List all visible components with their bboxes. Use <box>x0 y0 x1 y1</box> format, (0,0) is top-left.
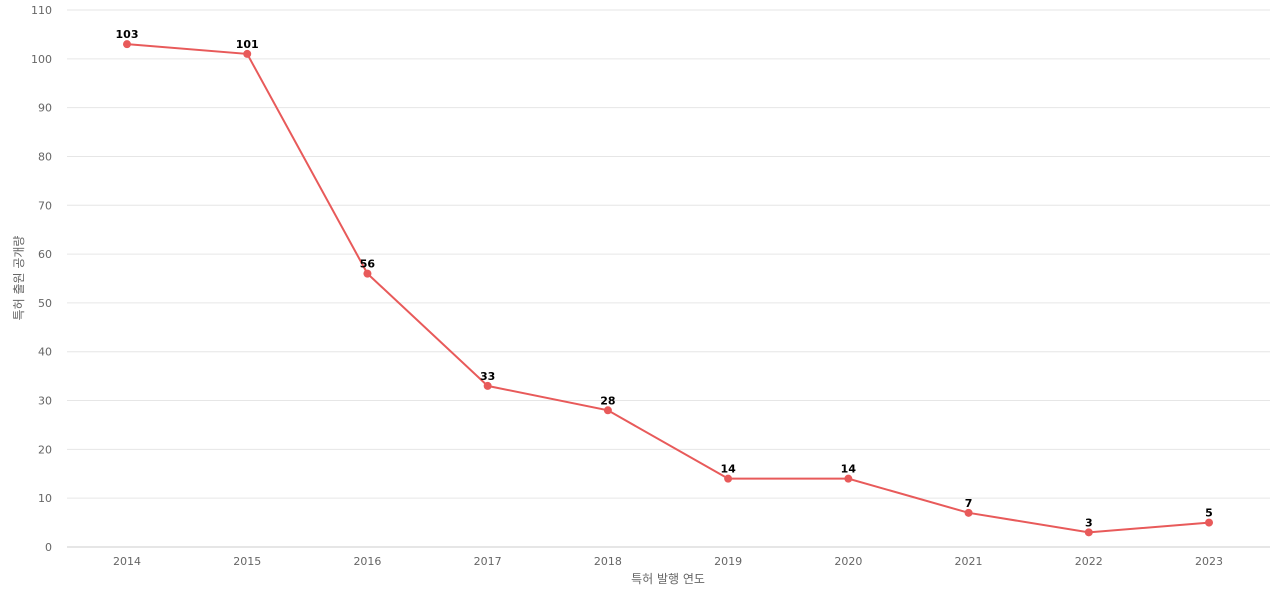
y-tick-label: 0 <box>45 541 52 554</box>
y-tick-label: 20 <box>38 443 52 456</box>
data-points <box>123 40 1213 537</box>
x-tick-label: 2023 <box>1195 555 1223 568</box>
data-label: 101 <box>236 38 259 51</box>
data-label: 14 <box>841 463 857 476</box>
data-point <box>603 406 612 415</box>
data-point <box>964 508 973 517</box>
data-point <box>724 474 733 483</box>
y-tick-label: 80 <box>38 150 52 163</box>
x-tick-label: 2018 <box>594 555 622 568</box>
x-tick-label: 2016 <box>353 555 381 568</box>
x-tick-label: 2015 <box>233 555 261 568</box>
data-label: 33 <box>480 370 495 383</box>
y-tick-label: 60 <box>38 248 52 261</box>
data-labels: 103 101 56 33 28 14 14 7 3 5 <box>116 28 1213 529</box>
data-label: 14 <box>720 463 736 476</box>
data-label: 103 <box>116 28 139 41</box>
x-tick-label: 2020 <box>834 555 862 568</box>
data-point <box>363 269 372 278</box>
data-label: 7 <box>965 497 973 510</box>
series-line <box>126 43 1210 534</box>
data-label: 5 <box>1205 507 1213 520</box>
y-axis-ticks: 0 10 20 30 40 50 60 70 80 90 100 110 <box>31 4 52 554</box>
y-tick-label: 90 <box>38 102 52 115</box>
x-axis-title: 특허 발행 연도 <box>631 571 705 586</box>
y-tick-label: 30 <box>38 395 52 408</box>
y-axis-title: 특허 출원 공개량 <box>12 236 26 321</box>
data-point <box>123 40 131 49</box>
x-tick-label: 2021 <box>955 555 983 568</box>
x-tick-label: 2019 <box>714 555 742 568</box>
y-tick-label: 10 <box>38 492 52 505</box>
x-tick-label: 2022 <box>1075 555 1103 568</box>
data-label: 56 <box>360 258 376 271</box>
data-label: 28 <box>600 394 615 407</box>
data-point <box>1205 518 1213 527</box>
x-tick-label: 2014 <box>113 555 141 568</box>
data-point <box>483 381 492 390</box>
data-point <box>243 49 252 58</box>
y-tick-label: 40 <box>38 346 52 359</box>
y-tick-label: 70 <box>38 199 52 212</box>
y-tick-label: 50 <box>38 297 52 310</box>
y-tick-label: 100 <box>31 53 52 66</box>
data-point <box>1084 528 1093 537</box>
x-axis-ticks: 2014 2015 2016 2017 2018 2019 2020 2021 2022 2023 <box>113 555 1223 568</box>
y-tick-label: 110 <box>31 4 52 17</box>
data-point <box>844 474 853 483</box>
grid-lines <box>67 9 1270 548</box>
data-label: 3 <box>1085 516 1093 529</box>
x-tick-label: 2017 <box>474 555 502 568</box>
